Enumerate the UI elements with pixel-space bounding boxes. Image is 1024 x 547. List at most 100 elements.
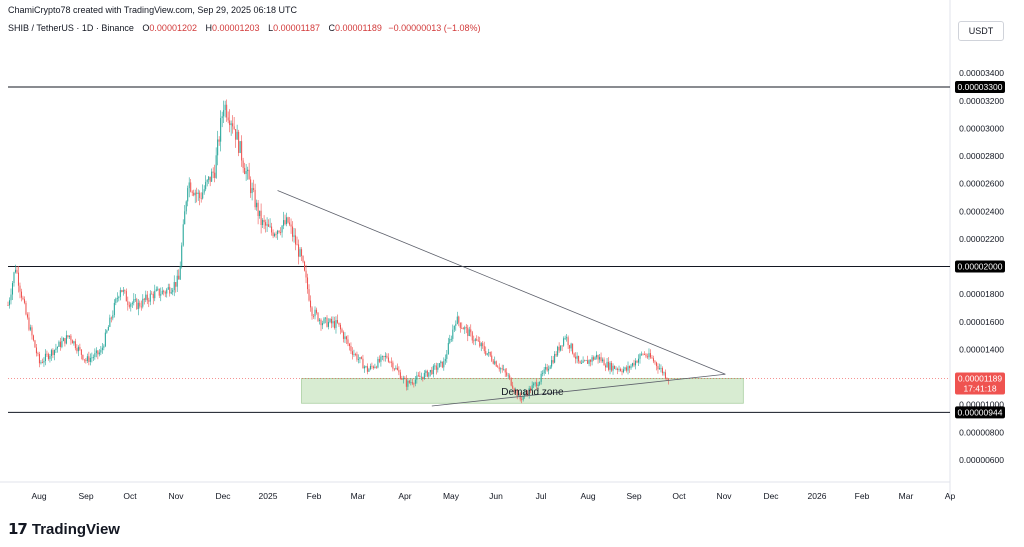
candle-body: [94, 353, 96, 358]
candle-body: [133, 299, 135, 303]
candle-body: [109, 317, 111, 327]
candle-body: [7, 305, 9, 306]
candle-body: [317, 312, 319, 321]
candle-body: [293, 235, 295, 237]
x-tick-label: May: [443, 491, 460, 501]
candle-body: [633, 363, 635, 366]
candle-body: [404, 377, 406, 380]
candle-body: [154, 290, 156, 299]
current-price-badge: [955, 372, 1005, 395]
candle-body: [31, 327, 33, 336]
candle-body: [525, 392, 527, 394]
candle-body: [374, 366, 376, 368]
candle-body: [167, 287, 169, 290]
candle-body: [578, 355, 580, 362]
candle-body: [137, 302, 139, 310]
candle-body: [146, 294, 148, 301]
candle-body: [272, 232, 274, 237]
candle-body: [221, 116, 223, 119]
candle-body: [306, 277, 309, 290]
candle-body: [551, 360, 553, 367]
candle-body: [464, 327, 466, 330]
chart-attribution: ChamiCrypto78 created with TradingView.c…: [8, 5, 297, 15]
high-value: 0.00001203: [212, 23, 260, 33]
candle-body: [217, 139, 219, 156]
candle-body: [28, 317, 30, 330]
candle-body: [232, 123, 234, 127]
candle-body: [435, 365, 437, 370]
x-tick-label: Feb: [855, 491, 870, 501]
currency-selector[interactable]: USDT: [958, 21, 1004, 41]
candle-body: [661, 368, 663, 374]
candle-body: [115, 298, 117, 303]
candle-body: [304, 261, 306, 271]
candle-body: [333, 321, 336, 328]
candle-body: [266, 224, 268, 226]
candle-body: [56, 346, 58, 349]
x-tick-label: Sep: [78, 491, 93, 501]
candle-body: [256, 202, 258, 208]
candle-body: [71, 340, 73, 344]
candle-body: [534, 382, 536, 384]
candle-body: [215, 155, 217, 178]
candle-body: [627, 366, 629, 371]
candle-body: [393, 368, 395, 370]
level-badge: [955, 406, 1005, 419]
candle-body: [50, 350, 52, 356]
candle-body: [262, 219, 264, 225]
candle-body: [49, 355, 51, 359]
y-tick-label: 0.00001600: [959, 317, 1004, 327]
candle-body: [336, 320, 338, 323]
candle-body: [155, 289, 157, 291]
candle-body: [260, 210, 262, 225]
candle-body: [13, 272, 15, 284]
candle-body: [169, 287, 171, 294]
candle-body: [612, 365, 614, 371]
candle-body: [70, 335, 72, 341]
candle-body: [281, 225, 283, 233]
candle-body: [652, 358, 654, 362]
candle-body: [602, 359, 604, 362]
candle-body: [251, 188, 253, 194]
candle-body: [480, 343, 482, 347]
candle-body: [428, 372, 430, 377]
symbol-label[interactable]: SHIB / TetherUS · 1D · Binance: [8, 23, 134, 33]
level-badge: [955, 260, 1005, 273]
candle-body: [402, 377, 404, 380]
candle-body: [611, 362, 613, 371]
candle-body: [510, 377, 512, 386]
candle-body: [631, 363, 634, 366]
y-tick-label: 0.00001800: [959, 289, 1004, 299]
candle-body: [597, 354, 599, 360]
candle-body: [68, 335, 70, 338]
candle-body: [530, 388, 532, 391]
candle-body: [194, 192, 196, 196]
candle-body: [212, 171, 214, 173]
candle-body: [32, 335, 34, 341]
candle-body: [594, 357, 596, 360]
candle-body: [567, 337, 569, 346]
candle-body: [585, 360, 587, 361]
candle-body: [470, 329, 472, 333]
candle-body: [569, 345, 571, 349]
candle-body: [384, 355, 386, 357]
candle-body: [238, 131, 240, 153]
y-tick-label: 0.00001400: [959, 344, 1004, 354]
candle-body: [414, 379, 416, 384]
candle-body: [79, 347, 81, 350]
candle-body: [124, 290, 126, 292]
candle-body: [426, 370, 428, 377]
candle-body: [555, 354, 557, 356]
candle-body: [606, 361, 608, 368]
candle-body: [491, 355, 493, 361]
candle-body: [513, 388, 515, 391]
candle-body: [617, 368, 619, 370]
candle-body: [247, 169, 249, 172]
candle-body: [462, 328, 464, 330]
low-value: 0.00001187: [273, 23, 320, 33]
candle-body: [211, 171, 213, 182]
candle-body: [587, 360, 589, 364]
open-value: 0.00001202: [149, 23, 197, 33]
candle-body: [590, 360, 592, 362]
